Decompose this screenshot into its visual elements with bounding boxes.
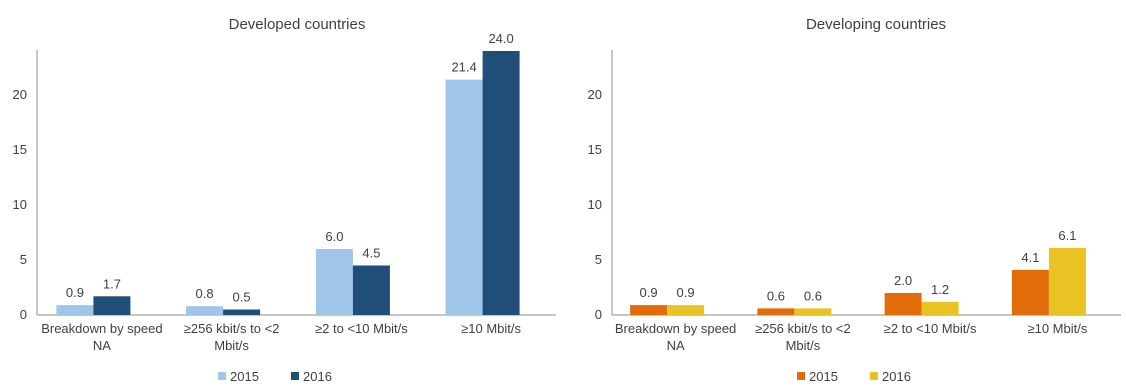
x-category-label: Breakdown by speed: [41, 321, 162, 336]
data-label: 0.9: [677, 285, 695, 300]
legend-swatch-2015: [218, 372, 226, 380]
x-category-label: Breakdown by speed: [615, 321, 736, 336]
bar-2015-1: [630, 305, 668, 315]
data-label: 1.2: [931, 282, 949, 297]
x-category-label: ≥256 kbit/s to <2: [755, 321, 851, 336]
y-tick-label: 15: [588, 142, 602, 157]
x-category-label: Mbit/s: [214, 338, 249, 353]
data-label: 4.1: [1021, 250, 1039, 265]
x-category-label: NA: [667, 338, 685, 353]
data-label: 21.4: [451, 60, 476, 75]
data-label: 0.6: [804, 288, 822, 303]
bar-2016-3: [921, 301, 959, 315]
bar-2015-2: [186, 306, 224, 315]
bar-2016-4: [482, 51, 520, 315]
developing-countries-chart: Developing countries 0 5 10 15 20 0.9 0.9 Breakd…: [588, 16, 1121, 384]
chart-title: Developing countries: [806, 16, 946, 33]
y-tick-label: 20: [13, 87, 27, 102]
data-label: 4.5: [362, 246, 380, 261]
chart-title: Developed countries: [229, 16, 366, 33]
y-tick-label: 5: [595, 252, 602, 267]
legend-swatch-2016: [291, 372, 299, 380]
x-category-label: NA: [93, 338, 111, 353]
y-tick-label: 20: [588, 87, 602, 102]
data-label: 6.0: [325, 229, 343, 244]
x-category-label: ≥10 Mbit/s: [461, 321, 521, 336]
legend-swatch-2016: [870, 372, 878, 380]
bar-2016-2: [223, 309, 261, 315]
y-tick-label: 10: [588, 197, 602, 212]
developed-countries-chart: Developed countries 0 5 10 15 20 0.9 1.7 Breakdo…: [13, 16, 556, 384]
y-tick-label: 0: [595, 307, 602, 322]
data-label: 0.6: [767, 288, 785, 303]
y-tick-label: 5: [20, 252, 27, 267]
data-label: 0.8: [196, 286, 214, 301]
data-label: 0.5: [233, 290, 251, 305]
data-label: 6.1: [1058, 228, 1076, 243]
bar-2015-4: [445, 79, 483, 315]
bar-2015-1: [56, 305, 94, 315]
x-category-label: ≥10 Mbit/s: [1027, 321, 1087, 336]
data-label: 24.0: [488, 31, 513, 46]
y-tick-label: 0: [20, 307, 27, 322]
y-tick-label: 10: [13, 197, 27, 212]
legend-label-2015: 2015: [230, 369, 259, 383]
bar-2015-2: [757, 308, 795, 315]
x-category-label: Mbit/s: [786, 338, 821, 353]
bar-2016-3: [352, 265, 390, 315]
bar-2015-4: [1011, 269, 1049, 315]
bar-2016-1: [667, 305, 705, 315]
bar-2015-3: [884, 293, 922, 315]
legend-label-2016: 2016: [303, 369, 332, 383]
x-category-label: ≥256 kbit/s to <2: [184, 321, 280, 336]
legend-label-2016: 2016: [882, 369, 911, 383]
x-category-label: ≥2 to <10 Mbit/s: [315, 321, 408, 336]
bar-2016-1: [93, 296, 131, 315]
y-tick-label: 15: [13, 142, 27, 157]
bar-2016-2: [794, 308, 832, 315]
data-label: 2.0: [894, 273, 912, 288]
bar-2015-3: [315, 249, 353, 315]
legend-swatch-2015: [797, 372, 805, 380]
bar-2016-4: [1048, 247, 1086, 315]
data-label: 0.9: [640, 285, 658, 300]
data-label: 1.7: [103, 276, 121, 291]
legend-label-2015: 2015: [809, 369, 838, 383]
data-label: 0.9: [66, 285, 84, 300]
x-category-label: ≥2 to <10 Mbit/s: [884, 321, 977, 336]
